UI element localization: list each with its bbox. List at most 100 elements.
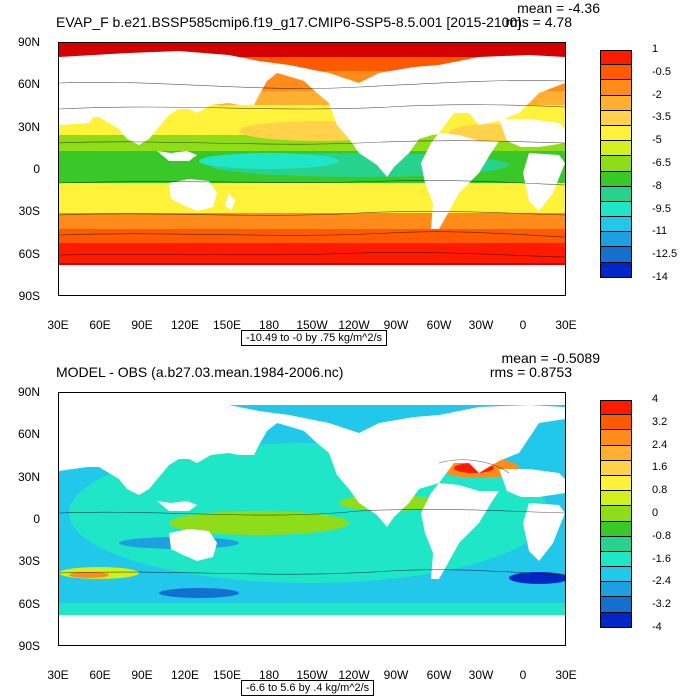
legend-label: 4 [652, 393, 659, 405]
lon-label: 0 [519, 668, 527, 682]
legend-label: -4 [652, 621, 662, 633]
lon-label: 30W [468, 668, 494, 682]
lat-label: 30N [17, 470, 40, 484]
legend-label: -0.8 [652, 529, 671, 542]
legend-color-box [600, 201, 632, 218]
legend-label: -5 [652, 134, 662, 147]
rms-label: rms = 0.8753 [489, 364, 572, 380]
legend-label: -9.5 [652, 202, 671, 215]
map-field-bottom [59, 393, 565, 645]
legend-label: 3.2 [652, 415, 668, 428]
legend-color-box [600, 95, 632, 111]
legend-color-box [600, 400, 632, 416]
map-panel-top: EVAP_F b.e21.BSSP585cmip6.f19_g17.CMIP6-… [17, 0, 678, 346]
lat-label: 30N [17, 120, 40, 134]
legend-color-box [600, 247, 632, 263]
lat-label: 60N [17, 77, 40, 91]
lat-label: 0 [33, 162, 40, 176]
map-field-top [59, 43, 565, 295]
legend-color-box [600, 110, 632, 126]
legend-label: -12.5 [652, 248, 678, 261]
lon-label: 90E [131, 668, 153, 682]
legend-color-box [600, 156, 632, 172]
legend-label: -2 [652, 88, 662, 101]
lon-label: 180 [258, 318, 280, 332]
lon-label: 90E [131, 318, 153, 332]
lon-label: 60W [426, 668, 452, 682]
lon-label: 60E [89, 668, 111, 682]
mean-label: mean = -4.36 [517, 0, 600, 16]
lon-label: 30E [555, 668, 577, 682]
legend-color-box [600, 171, 632, 187]
legend-color-box [600, 262, 632, 278]
lon-label: 30E [555, 318, 577, 332]
lon-label: 60W [426, 318, 452, 332]
lon-label: 120W [338, 318, 370, 332]
legend-label: 1 [652, 43, 659, 55]
panel-title: MODEL - OBS (a.b27.03.mean.1984-2006.nc) [56, 364, 344, 380]
lon-label: 30E [47, 318, 69, 332]
legend-color-box [600, 521, 632, 537]
legend-color-box [600, 415, 632, 431]
legend-label: -3.2 [652, 598, 671, 611]
lat-label: 60S [18, 247, 40, 261]
lon-label: 90W [383, 318, 409, 332]
legend-label: -2.4 [652, 575, 671, 588]
legend-color-box [600, 445, 632, 461]
contour-range-note: -10.49 to -0 by .75 kg/m^2/s [241, 330, 388, 346]
lat-label: 60N [17, 427, 40, 441]
lon-label: 120E [170, 318, 200, 332]
lon-label: 150E [212, 668, 242, 682]
lon-label: 30W [468, 318, 494, 332]
contour-range-note: -6.6 to 5.6 by .4 kg/m^2/s [241, 680, 375, 696]
map-plot [58, 42, 566, 296]
legend-label: 1.6 [652, 461, 668, 474]
lon-label: 150W [296, 668, 328, 682]
legend-color-box [600, 491, 632, 507]
lat-label: 90N [17, 385, 40, 399]
map-plot [58, 392, 566, 646]
legend-color-box [600, 430, 632, 446]
lat-label: 30S [18, 554, 40, 568]
legend-label: -11 [652, 225, 668, 238]
lon-label: 30E [47, 668, 69, 682]
legend-color-box [600, 65, 632, 81]
legend-label: 0.8 [652, 484, 668, 497]
lon-label: 120E [170, 668, 200, 682]
legend-label: -3.5 [652, 111, 671, 124]
lat-label: 90N [17, 35, 40, 49]
lon-label: 150E [212, 318, 242, 332]
legend-label: -6.5 [652, 157, 671, 169]
legend-color-box [600, 506, 632, 522]
lat-label: 90S [18, 289, 40, 303]
lon-label: 90W [383, 668, 409, 682]
legend-color-box [600, 232, 632, 248]
legend-label: -8 [652, 179, 662, 192]
legend-color-box [600, 186, 632, 202]
legend-color-box [600, 141, 632, 157]
legend-color-box [600, 50, 632, 66]
lat-label: 90S [18, 639, 40, 653]
legend-color-box [600, 567, 632, 583]
lat-label: 60S [18, 597, 40, 611]
mean-label: mean = -0.5089 [501, 350, 600, 366]
legend-color-box [600, 597, 632, 613]
lat-label: 30S [18, 204, 40, 218]
legend-color-box [600, 80, 632, 96]
legend-color-box [600, 217, 632, 233]
lon-label: 120W [338, 668, 370, 682]
legend-color-box [600, 475, 632, 492]
lat-label: 0 [33, 512, 40, 526]
legend-color-box [600, 460, 632, 476]
legend-label: 0 [652, 507, 659, 519]
lon-label: 180 [258, 668, 280, 682]
legend-label: -1.6 [652, 552, 671, 565]
legend-label: -0.5 [652, 65, 671, 78]
color-legend [600, 400, 632, 628]
panel-title: EVAP_F b.e21.BSSP585cmip6.f19_g17.CMIP6-… [56, 14, 522, 30]
legend-color-box [600, 582, 632, 598]
legend-color-box [600, 125, 632, 142]
lon-label: 60E [89, 318, 111, 332]
lon-label: 150W [296, 318, 328, 332]
color-legend [600, 50, 632, 278]
